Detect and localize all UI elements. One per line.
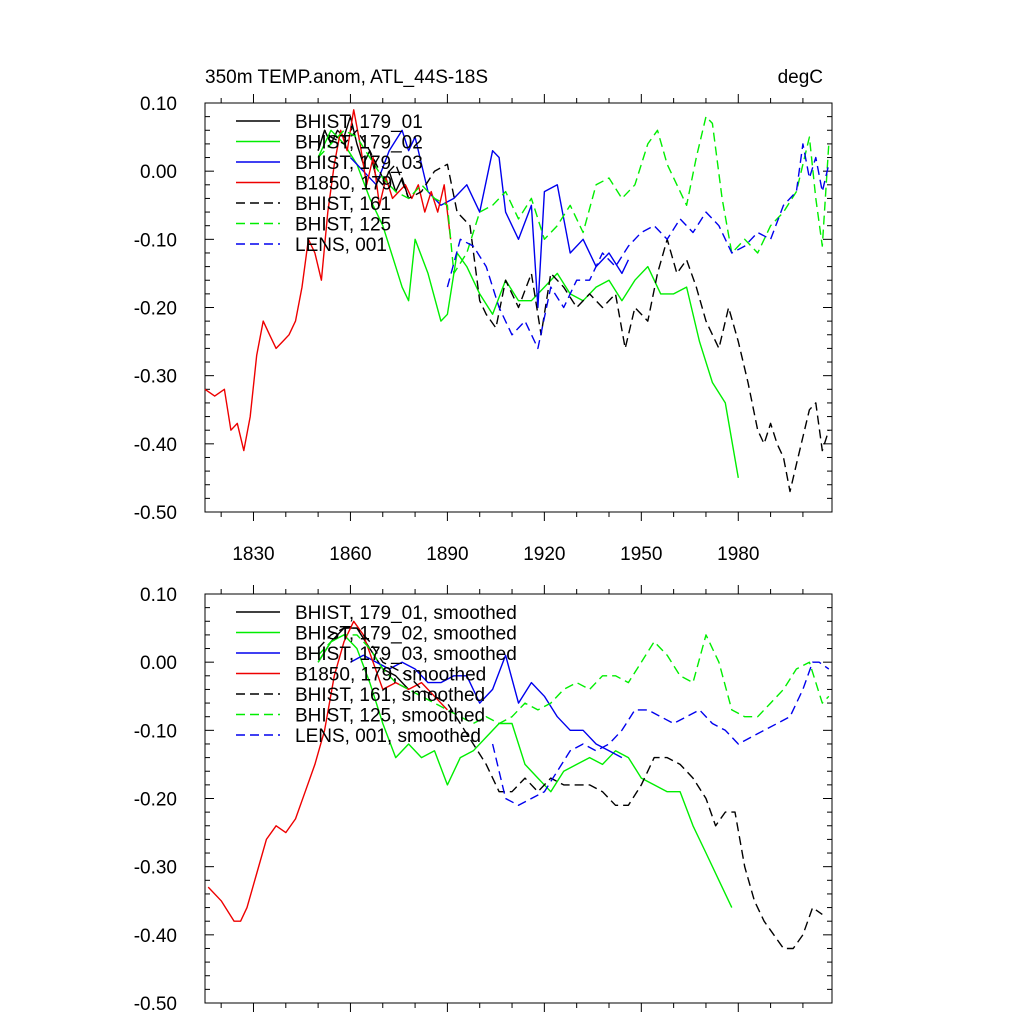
legend-label: LENS, 001 xyxy=(295,235,387,256)
legend-label: BHIST, 179_03 xyxy=(295,153,423,174)
bottom-panel: 0.10 0.00 -0.10 -0.20 -0.30 -0.40 -0.50 BHIST, … xyxy=(134,585,833,1015)
legend-label: LENS, 001, smoothed xyxy=(295,726,481,747)
legend-label: BHIST, 161 xyxy=(295,194,391,215)
legend-label: BHIST, 125, smoothed xyxy=(295,706,485,727)
series-line xyxy=(317,634,733,908)
x-tick-label: 1860 xyxy=(329,544,371,565)
y-tick-label: -0.50 xyxy=(134,994,177,1015)
y-tick-label: -0.30 xyxy=(134,367,177,388)
legend-label: BHIST, 179_02, smoothed xyxy=(295,624,517,645)
y-tick-label: -0.10 xyxy=(134,721,177,742)
y-tick-label: -0.20 xyxy=(134,790,177,811)
y-tick-label: 0.00 xyxy=(140,162,177,183)
series-line xyxy=(207,620,448,922)
units-label: degC xyxy=(778,67,823,88)
y-tick-label: -0.10 xyxy=(134,230,177,251)
top-panel: 350m TEMP.anom, ATL_44S-18S degC 0.10 0.0… xyxy=(134,67,833,565)
series-line xyxy=(491,661,830,806)
y-tick-label: -0.50 xyxy=(134,503,177,524)
x-tick-label: 1890 xyxy=(426,544,468,565)
x-tick-label: 1920 xyxy=(523,544,565,565)
legend-label: BHIST, 161, smoothed xyxy=(295,685,485,706)
series-line xyxy=(317,129,830,493)
series-line xyxy=(317,115,830,275)
y-tick-label: -0.30 xyxy=(134,858,177,879)
legend-label: BHIST, 179_01 xyxy=(295,112,423,133)
legend-label: BHIST, 179_03, smoothed xyxy=(295,644,517,665)
x-tick-label: 1980 xyxy=(717,544,759,565)
y-tick-label: -0.40 xyxy=(134,435,177,456)
series-line xyxy=(317,129,739,479)
y-tick-label: 0.10 xyxy=(140,94,177,115)
series-line xyxy=(317,627,823,950)
y-tick-label: 0.00 xyxy=(140,653,177,674)
legend-label: BHIST, 179_01, smoothed xyxy=(295,603,517,624)
legend-label: BHIST, 125 xyxy=(295,215,391,236)
series-line xyxy=(204,109,452,452)
x-tick-label: 1950 xyxy=(620,544,662,565)
legend-label: B1850, 179, smoothed xyxy=(295,665,486,686)
y-tick-label: -0.20 xyxy=(134,299,177,320)
y-tick-label: -0.40 xyxy=(134,926,177,947)
series-line xyxy=(349,129,630,309)
legend-label: B1850, 179 xyxy=(295,174,392,195)
x-tick-label: 1830 xyxy=(232,544,274,565)
series-line xyxy=(446,143,830,350)
series-line xyxy=(317,627,410,690)
y-tick-label: 0.10 xyxy=(140,585,177,606)
series-line xyxy=(317,634,830,725)
chart-title: 350m TEMP.anom, ATL_44S-18S xyxy=(205,67,488,88)
legend-label: BHIST, 179_02 xyxy=(295,133,423,154)
series-line xyxy=(350,654,623,759)
